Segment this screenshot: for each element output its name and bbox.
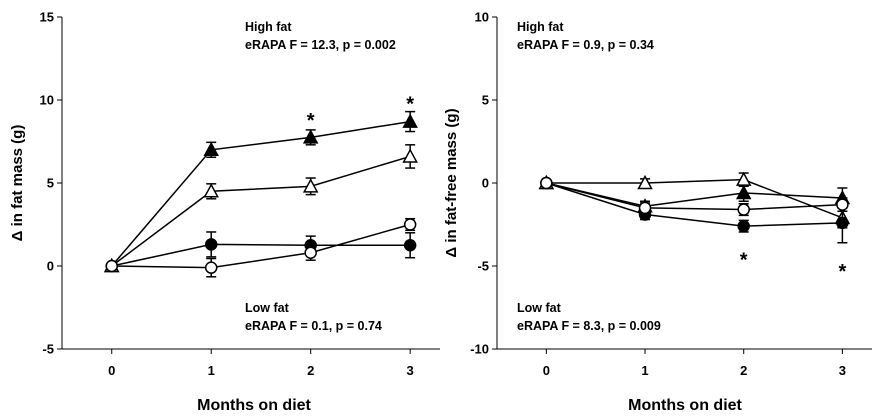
y-tick-label: -5 — [477, 259, 489, 274]
data-point — [540, 176, 553, 190]
x-tick-label: 3 — [407, 363, 414, 378]
fat-mass-panel: -5 0 5 10 15 0 1 2 3 Δ in fat mass (g) Months on d… — [9, 10, 440, 414]
significance-star: * — [838, 261, 846, 283]
high-fat-label: High fat — [517, 20, 564, 34]
y-tick-label: 0 — [482, 176, 489, 191]
low-fat-label: Low fat — [517, 301, 562, 315]
series-filled-circle — [105, 231, 417, 273]
series-open-circle — [540, 176, 849, 217]
series-filled-triangle — [103, 110, 418, 273]
series-line — [546, 182, 843, 211]
data-point — [204, 238, 218, 251]
significance-star: * — [406, 93, 414, 115]
x-tick-label: 1 — [208, 363, 215, 378]
y-tick-label: 0 — [47, 259, 54, 274]
high-fat-stat: eRAPA F = 0.9, p = 0.34 — [517, 38, 654, 52]
series-open-circle — [105, 217, 417, 278]
data-point — [638, 201, 652, 215]
y-tick-label: 5 — [47, 176, 54, 191]
low-fat-stat: eRAPA F = 0.1, p = 0.74 — [245, 319, 382, 333]
significance-star: * — [307, 110, 315, 132]
series-line — [111, 243, 411, 267]
data-point — [836, 198, 849, 211]
series-line — [546, 182, 843, 208]
x-axis-label: Months on diet — [197, 397, 311, 414]
data-point — [737, 219, 750, 233]
y-tick-label: 5 — [482, 93, 489, 108]
x-tick-label: 3 — [839, 363, 846, 378]
significance-star: * — [740, 249, 748, 271]
series-line — [111, 155, 411, 267]
x-tick-label: 0 — [543, 363, 550, 378]
data-point — [403, 239, 417, 252]
data-point — [735, 171, 752, 186]
low-fat-stat: eRAPA F = 8.3, p = 0.009 — [517, 319, 661, 333]
data-point — [737, 203, 750, 216]
data-point — [402, 113, 418, 128]
low-fat-label: Low fat — [245, 301, 290, 315]
high-fat-label: High fat — [245, 20, 292, 34]
data-point — [105, 259, 118, 273]
x-axis-label: Months on diet — [628, 397, 742, 414]
series-line — [546, 178, 843, 219]
x-tick-label: 0 — [108, 363, 115, 378]
series-line — [546, 182, 843, 227]
high-fat-stat: eRAPA F = 12.3, p = 0.002 — [245, 38, 396, 52]
fat-free-mass-panel: -10 -5 0 5 10 0 1 2 3 Δ in fat-free mass (g) Month… — [443, 10, 872, 414]
data-point — [302, 129, 319, 144]
series-line — [111, 223, 411, 269]
data-point — [203, 141, 219, 157]
y-tick-label: 10 — [475, 10, 489, 25]
y-tick-label: -5 — [42, 342, 54, 357]
data-point — [637, 174, 653, 190]
x-tick-label: 2 — [740, 363, 747, 378]
data-point — [304, 246, 317, 259]
y-axis-label: Δ in fat mass (g) — [9, 125, 26, 242]
data-point — [204, 261, 218, 274]
y-tick-label: -10 — [470, 342, 489, 357]
x-tick-label: 2 — [307, 363, 314, 378]
series-open-triangle — [103, 144, 418, 273]
data-point — [836, 216, 849, 230]
series-filled-circle — [540, 176, 849, 244]
data-point — [302, 178, 319, 193]
y-axis-label: Δ in fat-free mass (g) — [443, 108, 460, 257]
x-tick-label: 1 — [641, 363, 648, 378]
y-tick-label: 10 — [40, 93, 54, 108]
data-point — [735, 184, 752, 200]
y-tick-label: 15 — [40, 10, 54, 25]
data-point — [203, 183, 219, 198]
data-point — [403, 218, 417, 231]
series-line — [111, 120, 411, 267]
data-point — [402, 148, 418, 163]
